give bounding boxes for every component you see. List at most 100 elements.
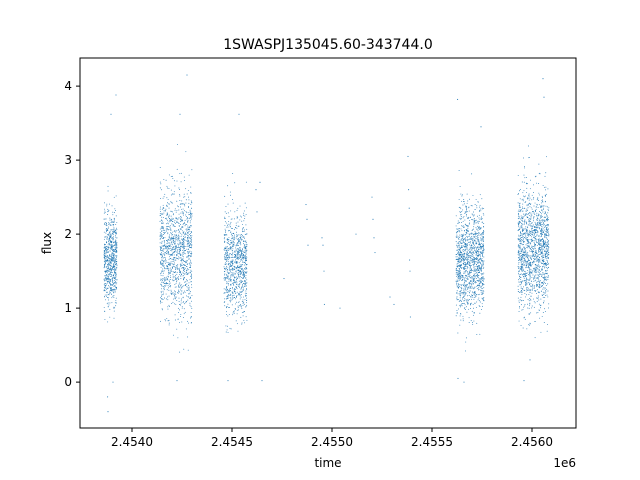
data-point [474,281,476,283]
data-point [481,216,482,218]
data-point [115,249,117,251]
data-point [469,255,471,257]
data-point [166,289,168,291]
data-point [165,284,167,286]
data-point [181,290,183,292]
data-point [235,262,237,264]
data-point [235,281,237,283]
data-point [536,293,537,295]
data-point [183,246,185,248]
data-point [224,305,226,307]
data-point [459,221,460,223]
data-point [111,248,113,250]
data-point [227,242,229,244]
data-point [462,320,464,322]
data-point [113,236,114,238]
data-point [548,245,549,247]
data-point [537,286,539,288]
data-point [522,268,524,270]
data-point [482,298,484,300]
data-point [473,293,475,295]
data-point [539,217,541,219]
data-point [104,263,106,265]
data-point [167,308,169,310]
data-point [187,269,189,271]
data-point [464,264,466,266]
data-point [227,252,229,254]
data-point [477,230,479,232]
data-point [229,244,231,245]
data-point [187,273,189,275]
data-point [530,298,532,300]
data-point [457,308,459,310]
data-point [482,240,484,242]
data-point [477,294,479,296]
data-point [538,235,539,237]
data-point [183,292,185,294]
data-point [111,245,113,246]
data-point [190,261,192,263]
data-point [537,223,539,225]
data-point [183,233,185,234]
data-point [538,183,540,184]
data-point [471,239,473,241]
data-point [521,206,523,208]
data-point [185,199,187,201]
data-point [187,212,189,214]
data-point [546,230,548,232]
data-point [171,238,173,240]
data-point [161,256,163,258]
data-point [225,231,226,233]
data-point [539,317,541,319]
data-point [461,211,463,213]
data-point [162,213,164,215]
data-point [467,237,469,239]
data-point [107,248,109,250]
chart-title: 1SWASPJ135045.60-343744.0 [223,37,432,53]
data-point [480,291,482,293]
data-point [164,231,166,233]
data-point [181,234,183,236]
data-point [231,295,233,297]
data-point [176,239,178,241]
data-point [230,221,232,223]
data-point [233,291,235,293]
data-point [174,294,175,296]
data-point [472,270,474,271]
data-point [467,249,469,251]
data-point [239,305,241,307]
data-point [529,221,531,222]
data-point [482,261,484,263]
data-point [461,200,462,202]
data-point [245,306,247,308]
data-point [113,245,114,247]
data-point [244,263,246,264]
data-point [110,279,112,280]
data-point [523,290,525,292]
data-point [461,267,463,269]
data-point [187,245,189,247]
data-point [456,231,458,233]
data-point [468,222,470,224]
data-point [188,202,190,204]
data-point [483,208,485,209]
data-point [239,283,241,285]
data-point [183,241,185,242]
data-point [545,294,546,296]
data-point [180,264,182,266]
data-point [463,233,465,235]
data-point [188,288,190,290]
data-point [520,231,521,233]
data-point [476,256,478,258]
data-point [520,273,522,275]
data-point [175,231,177,233]
data-point [477,263,479,265]
data-point [473,218,475,219]
data-point [181,275,183,277]
data-point [170,285,172,286]
data-point [523,233,524,235]
data-point [473,239,475,241]
data-point [234,251,236,253]
data-point [470,270,472,272]
data-point [459,254,460,255]
